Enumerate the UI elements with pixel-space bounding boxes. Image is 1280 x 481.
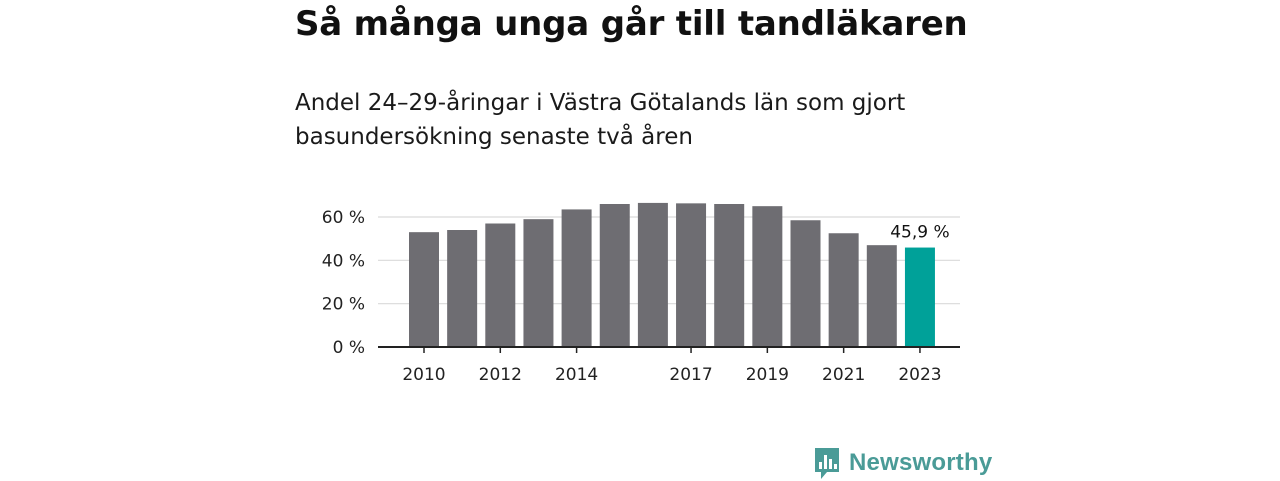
y-tick-label: 0 %	[333, 338, 365, 358]
bar	[752, 206, 782, 347]
bar	[867, 245, 897, 347]
brand-logo: Newsworthy	[813, 445, 992, 481]
brand-name: Newsworthy	[849, 449, 992, 477]
bar	[791, 220, 821, 347]
bar	[676, 203, 706, 347]
y-tick-label: 60 %	[322, 208, 365, 228]
y-tick-label: 40 %	[322, 251, 365, 271]
bar	[829, 233, 859, 347]
x-tick-label: 2012	[479, 365, 522, 385]
y-tick-label: 20 %	[322, 295, 365, 315]
bar	[523, 219, 553, 347]
x-tick-label: 2017	[669, 365, 712, 385]
bar	[562, 209, 592, 347]
bar	[600, 204, 630, 347]
bar	[714, 204, 744, 347]
bar	[485, 224, 515, 348]
data-label: 45,9 %	[890, 223, 949, 243]
x-tick-label: 2010	[402, 365, 445, 385]
bar	[409, 232, 439, 347]
bar-chart: 0 % 20 % 40 % 60 % 2010 2012 2014 2017 2019 2021 2…	[0, 0, 1280, 480]
bar	[905, 248, 935, 347]
bar	[638, 203, 668, 347]
x-tick-label: 2021	[822, 365, 865, 385]
x-tick-label: 2019	[746, 365, 789, 385]
x-tick-label: 2014	[555, 365, 598, 385]
x-tick-label: 2023	[898, 365, 941, 385]
newsworthy-logo-icon	[813, 446, 841, 480]
bar	[447, 230, 477, 347]
